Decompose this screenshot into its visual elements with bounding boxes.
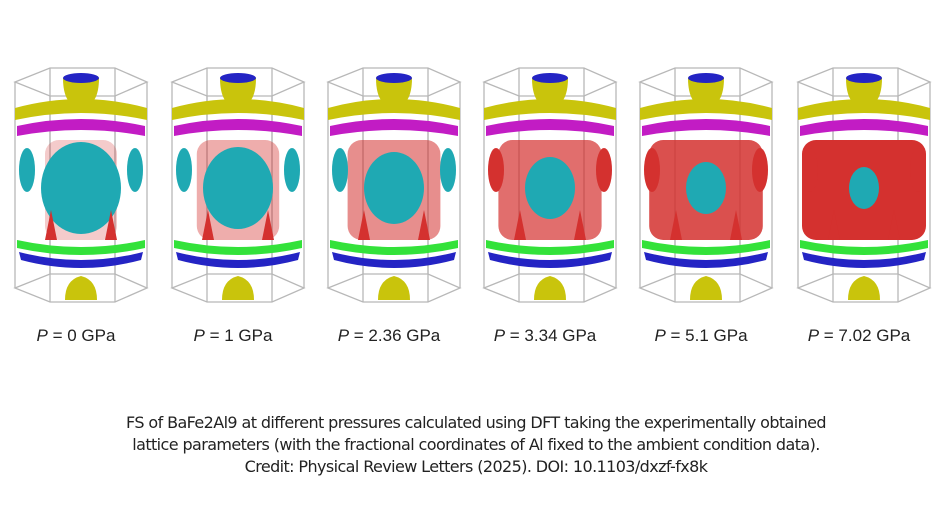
caption-line-3: Credit: Physical Review Letters (2025). …: [244, 457, 708, 476]
magenta-sheet: [486, 119, 614, 136]
fermi-surface-panel: [630, 60, 780, 305]
caption-line-1: FS of BaFe2Al9 at different pressures ca…: [126, 413, 827, 432]
bottom-pocket: [534, 276, 566, 300]
green-sheet: [800, 240, 928, 255]
pressure-symbol: P: [493, 326, 506, 345]
blue-sheet: [488, 252, 612, 268]
pressure-symbol: P: [36, 326, 48, 345]
blue-sheet: [644, 252, 768, 268]
pressure-value: = 1 GPa: [204, 326, 273, 345]
cyan-sheet: [686, 162, 726, 214]
magenta-sheet: [17, 119, 145, 136]
cyan-sheet: [203, 147, 273, 229]
yellow-sheet: [15, 99, 147, 120]
pressure-value: = 2.36 GPa: [349, 326, 441, 345]
bottom-pocket: [222, 276, 254, 300]
pressure-symbol: P: [337, 326, 350, 345]
magenta-sheet: [800, 119, 928, 136]
magenta-sheet: [330, 119, 458, 136]
fermi-surface-panel: [474, 60, 624, 305]
blue-sheet: [802, 252, 926, 268]
pressure-label: P = 5.1 GPa: [621, 326, 781, 346]
green-sheet: [330, 240, 458, 255]
green-sheet: [174, 240, 302, 255]
bottom-pocket: [848, 276, 880, 300]
fermi-surface-panel: [162, 60, 312, 305]
pressure-label: P = 1 GPa: [153, 326, 313, 346]
pressure-symbol: P: [807, 326, 820, 345]
green-sheet: [642, 240, 770, 255]
fermi-surface-panel: [5, 60, 155, 305]
yellow-sheet: [172, 99, 304, 120]
magenta-sheet: [174, 119, 302, 136]
yellow-sheet: [484, 99, 616, 120]
green-sheet: [486, 240, 614, 255]
pressure-symbol: P: [654, 326, 666, 345]
pressure-value: = 3.34 GPa: [505, 326, 597, 345]
pressure-symbol: P: [193, 326, 205, 345]
cyan-sheet: [525, 157, 575, 219]
blue-sheet: [19, 252, 143, 268]
pressure-label: P = 7.02 GPa: [779, 326, 939, 346]
fermi-surface-panel: [788, 60, 938, 305]
fermi-surface-panel: [318, 60, 468, 305]
pressure-label: P = 0 GPa: [0, 326, 156, 346]
cyan-sheet: [41, 142, 121, 234]
pressure-value: = 7.02 GPa: [819, 326, 911, 345]
yellow-sheet: [640, 99, 772, 120]
magenta-sheet: [642, 119, 770, 136]
pressure-label: P = 2.36 GPa: [309, 326, 469, 346]
bottom-pocket: [65, 276, 97, 300]
cyan-sheet: [364, 152, 424, 224]
cyan-sheet: [849, 167, 879, 209]
pressure-label: P = 3.34 GPa: [465, 326, 625, 346]
blue-sheet: [176, 252, 300, 268]
green-sheet: [17, 240, 145, 255]
yellow-sheet: [798, 99, 930, 120]
caption-line-2: lattice parameters (with the fractional …: [132, 435, 820, 454]
figure-caption: FS of BaFe2Al9 at different pressures ca…: [0, 412, 952, 478]
pressure-value: = 0 GPa: [47, 326, 116, 345]
blue-sheet: [332, 252, 456, 268]
bottom-pocket: [690, 276, 722, 300]
yellow-sheet: [328, 99, 460, 120]
pressure-value: = 5.1 GPa: [665, 326, 748, 345]
bottom-pocket: [378, 276, 410, 300]
